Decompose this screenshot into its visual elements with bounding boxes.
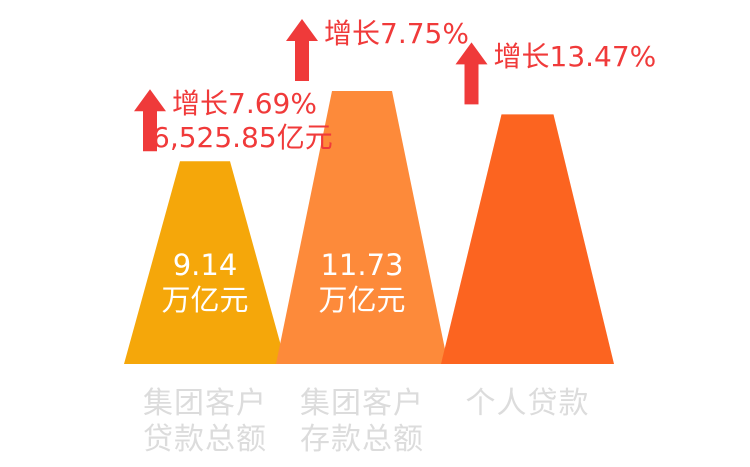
- category-label-group-loan: 集团客户 贷款总额: [125, 386, 285, 458]
- growth-rate: 增长7.69%: [172, 87, 317, 121]
- arrow-up-icon: [455, 42, 488, 105]
- growth-label-group-deposit: 增长7.75%: [324, 17, 469, 51]
- value-label-group-loan: 9.14 万亿元: [135, 248, 275, 318]
- category-label-group-deposit: 集团客户 存款总额: [282, 386, 442, 458]
- category-line: 集团客户: [300, 386, 424, 421]
- value-number: 11.73: [320, 248, 404, 282]
- arrow-up-icon: [134, 89, 166, 152]
- category-line: 个人贷款: [465, 386, 590, 421]
- growth-amount: 6,525.85亿元: [152, 121, 333, 155]
- growth-label-group-loan: 增长7.69% 6,525.85亿元: [152, 87, 333, 155]
- category-line: 贷款总额: [143, 422, 267, 457]
- growth-rate: 增长7.75%: [324, 17, 469, 50]
- bar-group-deposit: [276, 91, 448, 364]
- value-unit: 万亿元: [318, 283, 406, 317]
- value-label-group-deposit: 11.73 万亿元: [292, 248, 432, 318]
- bar-personal-loan: [441, 114, 614, 365]
- growth-label-personal-loan: 增长13.47%: [494, 40, 657, 74]
- arrow-up-icon: [286, 19, 318, 81]
- category-line: 集团客户: [143, 386, 267, 421]
- bar-group-loan: [124, 161, 286, 364]
- growth-rate: 增长13.47%: [493, 40, 657, 74]
- category-label-personal-loan: 个人贷款: [448, 386, 608, 422]
- value-unit: 万亿元: [161, 283, 249, 317]
- value-number: 9.14: [172, 248, 238, 282]
- category-line: 存款总额: [300, 422, 424, 457]
